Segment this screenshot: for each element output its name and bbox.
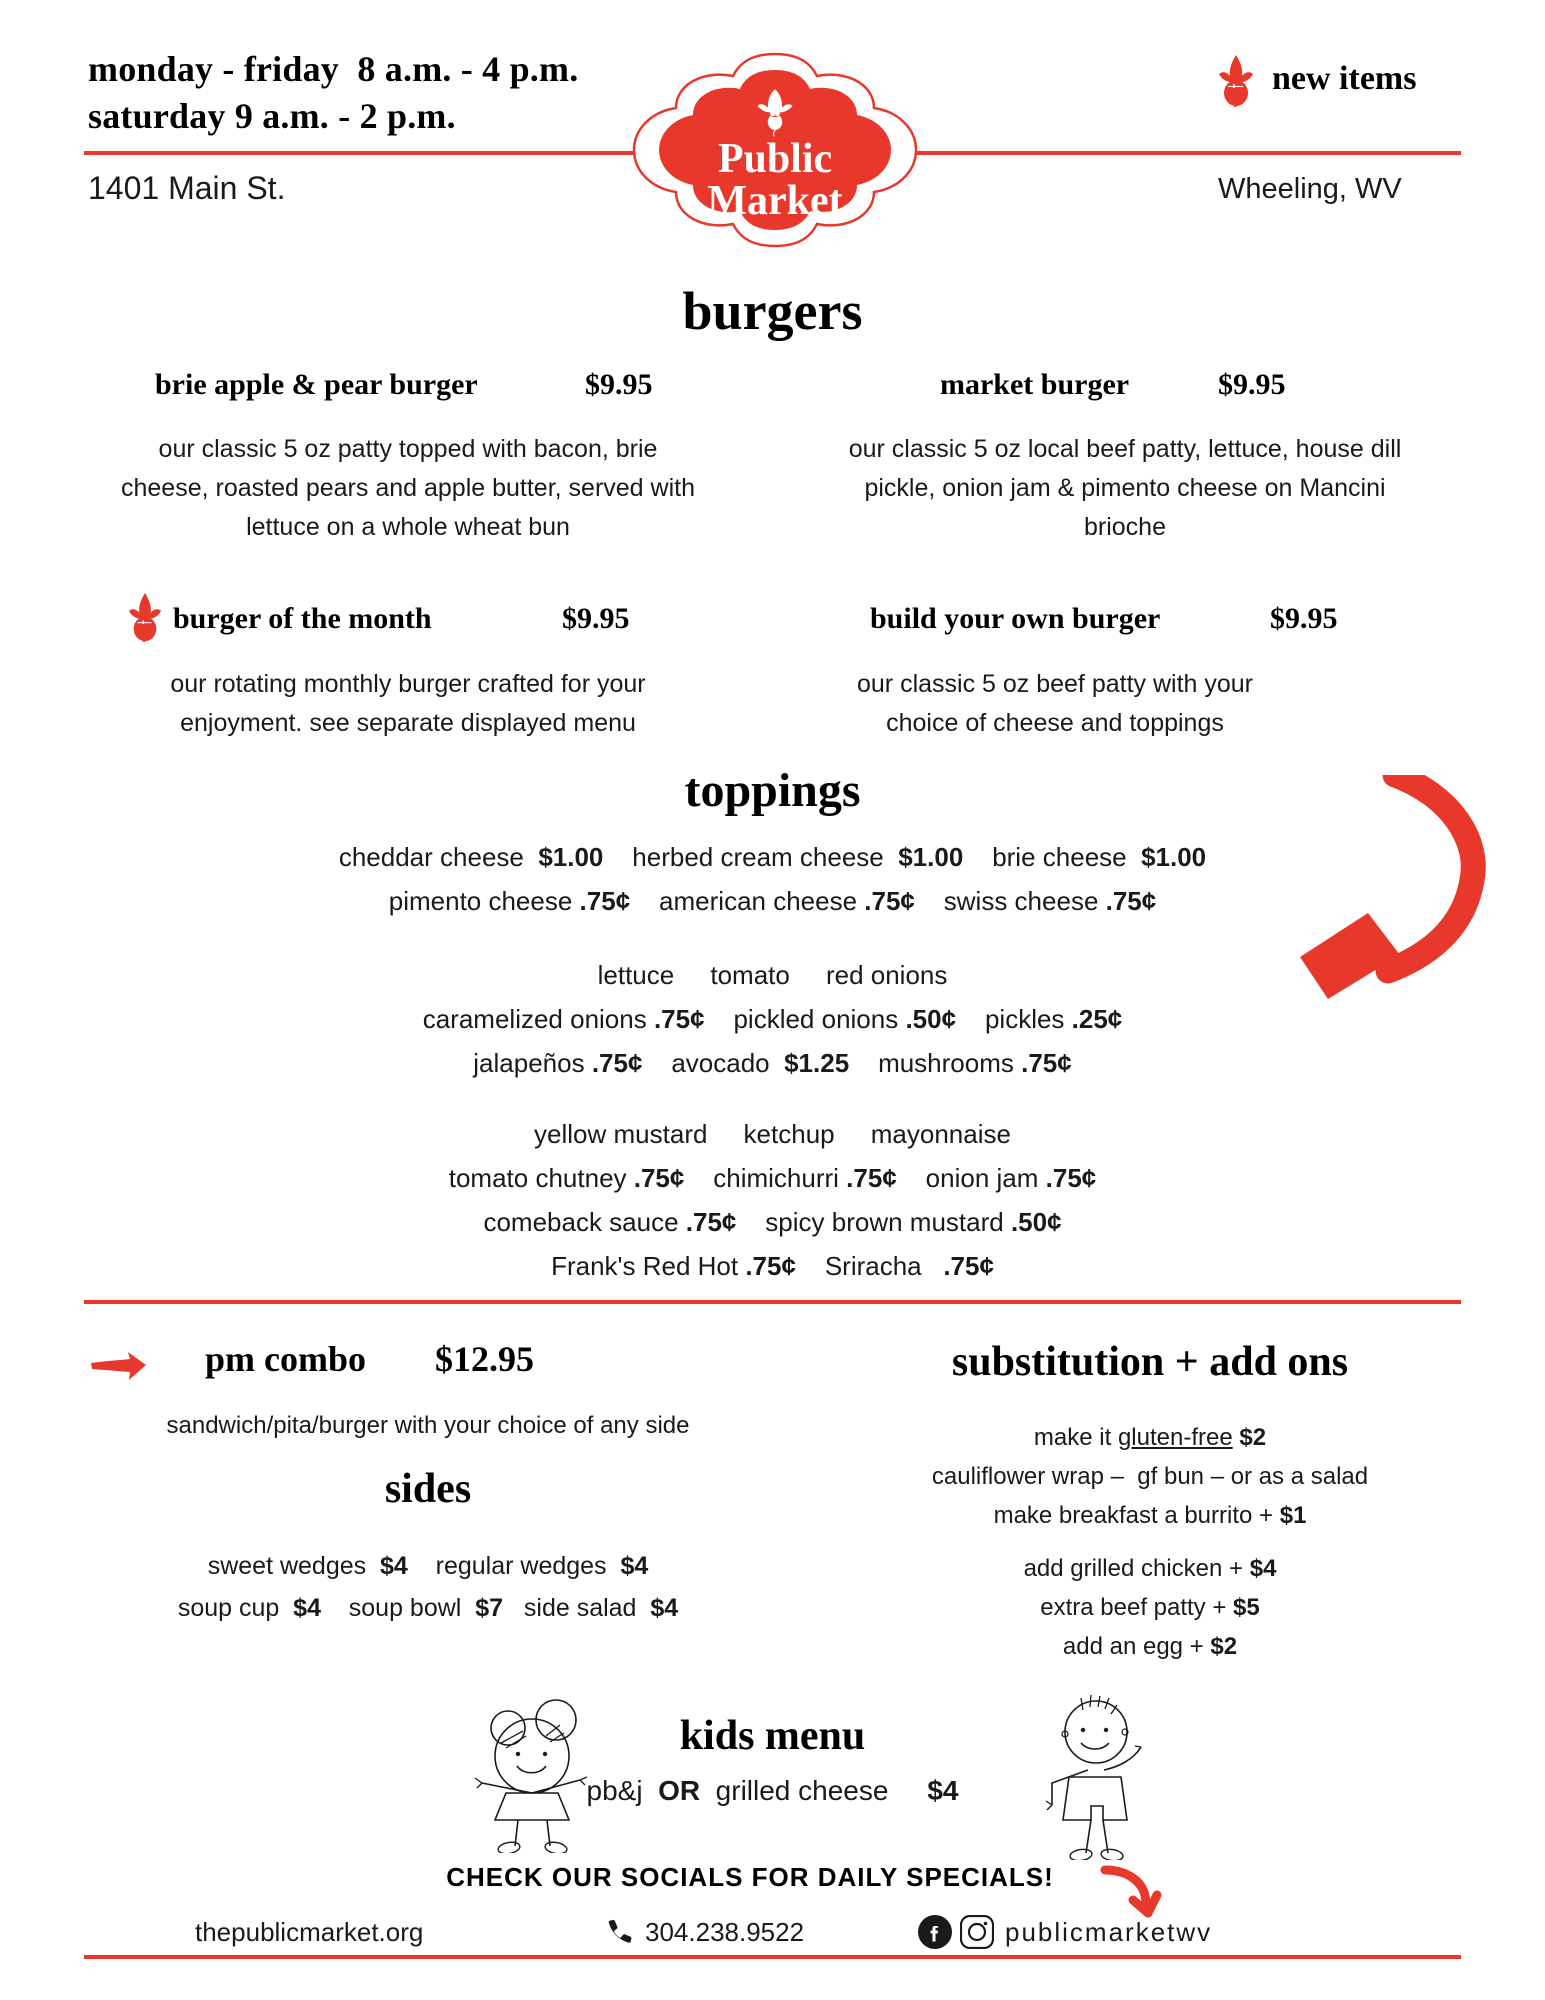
svg-text:Market: Market xyxy=(707,178,842,224)
svg-text:Public: Public xyxy=(718,136,832,182)
